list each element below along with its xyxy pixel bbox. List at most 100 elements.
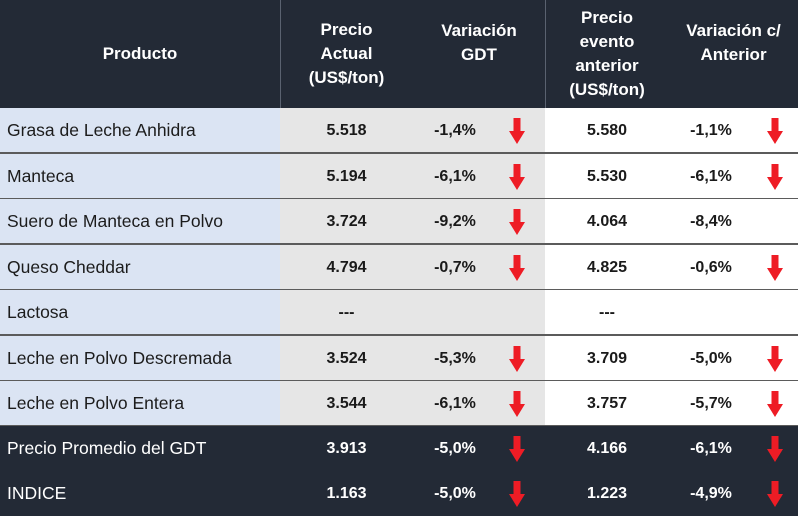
variacion-gdt-value: -6,1%	[434, 394, 476, 412]
variacion-anterior-value: -5,0%	[690, 349, 732, 367]
down-arrow-icon	[509, 254, 525, 281]
down-arrow-icon	[767, 117, 783, 144]
precio-actual-value: 3.524	[326, 349, 367, 367]
precio-actual-value: ---	[338, 303, 355, 321]
header-precio-actual: Precio Actual (US$/ton)	[280, 0, 413, 108]
header-line: Anterior	[700, 45, 767, 64]
summary-row: Precio Promedio del GDT 3.913 -5,0% 4.166 -6…	[0, 426, 798, 471]
producto-name: Suero de Manteca en Polvo	[7, 211, 223, 231]
down-arrow-icon	[509, 163, 525, 190]
precio-anterior-value: 5.530	[586, 167, 628, 185]
cell-producto: Queso Cheddar	[0, 245, 280, 290]
header-producto: Producto	[0, 0, 280, 108]
cell-variacion-anterior: -1,1%	[669, 108, 798, 153]
cell-variacion-gdt: -6,1%	[413, 154, 545, 199]
column-divider	[280, 0, 281, 108]
table-row: Queso Cheddar 4.794 -0,7% 4.825 -0,6%	[0, 245, 798, 290]
variacion-gdt-value: -5,0%	[434, 484, 476, 502]
header-line: Actual	[320, 44, 373, 63]
variacion-gdt-value: -5,3%	[434, 349, 476, 367]
cell-variacion-gdt: -5,0%	[413, 471, 545, 516]
cell-precio-actual: 3.724	[280, 199, 413, 244]
header-line: evento	[579, 32, 635, 51]
precio-anterior-value: 3.709	[586, 349, 628, 367]
producto-name: INDICE	[7, 483, 67, 503]
precio-actual-value: 5.518	[326, 121, 367, 139]
precio-anterior-value: 4.825	[586, 258, 628, 276]
header-line: Precio	[581, 8, 633, 27]
producto-name: Grasa de Leche Anhidra	[7, 120, 196, 140]
table-row: Leche en Polvo Entera 3.544 -6,1% 3.757 -5,7…	[0, 381, 798, 426]
cell-variacion-gdt: -5,0%	[413, 426, 545, 471]
down-arrow-icon	[767, 480, 783, 507]
cell-precio-actual: 3.544	[280, 381, 413, 426]
producto-name: Lactosa	[7, 302, 69, 322]
cell-variacion-gdt: -9,2%	[413, 199, 545, 244]
cell-producto: Grasa de Leche Anhidra	[0, 108, 280, 153]
row-divider	[0, 152, 798, 154]
variacion-gdt-value: -0,7%	[434, 258, 476, 276]
header-line: (US$/ton)	[308, 68, 385, 87]
cell-variacion-anterior: -5,0%	[669, 336, 798, 381]
header-line: GDT	[461, 45, 497, 64]
cell-precio-anterior: 1.223	[545, 471, 669, 516]
cell-precio-actual: 5.518	[280, 108, 413, 153]
producto-name: Precio Promedio del GDT	[7, 438, 207, 458]
cell-variacion-gdt: -1,4%	[413, 108, 545, 153]
variacion-anterior-value: -5,7%	[690, 394, 732, 412]
header-line: Variación c/	[686, 21, 781, 40]
variacion-anterior-value: -4,9%	[690, 484, 732, 502]
cell-variacion-anterior: -4,9%	[669, 471, 798, 516]
cell-producto: Lactosa	[0, 290, 280, 335]
precio-actual-value: 3.724	[326, 212, 367, 230]
header-variacion-anterior: Variación c/ Anterior	[669, 0, 798, 108]
cell-variacion-anterior: -6,1%	[669, 154, 798, 199]
cell-precio-actual: 1.163	[280, 471, 413, 516]
header-precio-actual-label: Precio Actual (US$/ton)	[309, 18, 385, 90]
precio-anterior-value: 4.166	[586, 439, 628, 457]
producto-name: Manteca	[7, 166, 75, 186]
table-row: Lactosa --- ---	[0, 290, 798, 335]
table-row: Grasa de Leche Anhidra 5.518 -1,4% 5.580 -1,…	[0, 108, 798, 153]
header-variacion-gdt-label: Variación GDT	[441, 19, 517, 67]
cell-producto: Manteca	[0, 154, 280, 199]
precio-anterior-value: 4.064	[586, 212, 628, 230]
header-producto-label: Producto	[102, 44, 178, 63]
header-precio-anterior-label: Precio evento anterior (US$/ton)	[569, 6, 645, 102]
cell-precio-actual: 5.194	[280, 154, 413, 199]
cell-producto: Suero de Manteca en Polvo	[0, 199, 280, 244]
down-arrow-icon	[767, 345, 783, 372]
precio-actual-value: 3.544	[326, 394, 367, 412]
cell-precio-actual: ---	[280, 290, 413, 335]
header-precio-anterior: Precio evento anterior (US$/ton)	[545, 0, 669, 108]
down-arrow-icon	[509, 480, 525, 507]
precio-anterior-value: 5.580	[586, 121, 628, 139]
cell-precio-anterior: 4.166	[545, 426, 669, 471]
cell-precio-anterior: 5.580	[545, 108, 669, 153]
precio-actual-value: 4.794	[326, 258, 367, 276]
cell-variacion-gdt: -0,7%	[413, 245, 545, 290]
variacion-anterior-value: -0,6%	[690, 258, 732, 276]
cell-variacion-gdt: -5,3%	[413, 336, 545, 381]
row-divider	[0, 243, 798, 245]
cell-variacion-anterior: -8,4%	[669, 199, 798, 244]
cell-precio-anterior: 4.825	[545, 245, 669, 290]
cell-precio-actual: 3.524	[280, 336, 413, 381]
header-line: Precio	[320, 20, 373, 39]
cell-precio-anterior: 4.064	[545, 199, 669, 244]
header-line: anterior	[575, 56, 639, 75]
table-row: Suero de Manteca en Polvo 3.724 -9,2% 4.064…	[0, 199, 798, 244]
cell-variacion-anterior: -6,1%	[669, 426, 798, 471]
variacion-anterior-value: -8,4%	[690, 212, 732, 230]
down-arrow-icon	[767, 163, 783, 190]
cell-producto: Leche en Polvo Descremada	[0, 336, 280, 381]
variacion-anterior-value: -1,1%	[690, 121, 732, 139]
cell-precio-actual: 3.913	[280, 426, 413, 471]
table-header: Producto Precio Actual (US$/ton) Variaci…	[0, 0, 798, 108]
variacion-gdt-value: -5,0%	[434, 439, 476, 457]
precio-anterior-value: ---	[599, 303, 615, 321]
header-line: Variación	[441, 21, 517, 40]
down-arrow-icon	[767, 390, 783, 417]
down-arrow-icon	[509, 435, 525, 462]
